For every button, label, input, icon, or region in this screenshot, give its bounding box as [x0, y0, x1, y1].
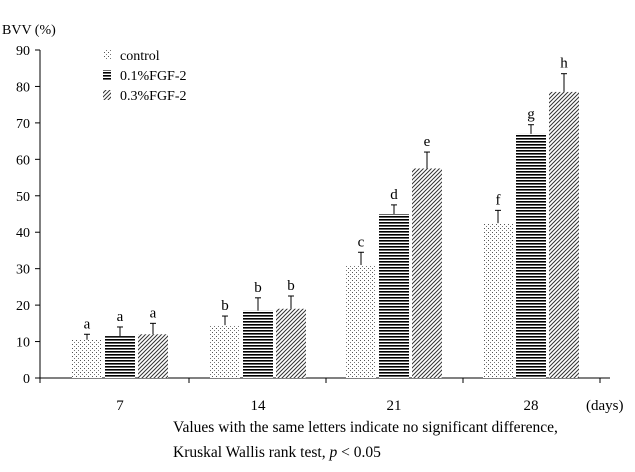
significance-letter: a [117, 309, 124, 325]
significance-letter: a [150, 305, 157, 321]
significance-letter: d [390, 187, 398, 203]
x-tick-label: 7 [116, 398, 124, 414]
y-tick-label: 0 [23, 372, 30, 387]
legend-label: 0.3%FGF-2 [120, 89, 187, 104]
y-tick-label: 70 [16, 117, 30, 132]
x-tick-label: 21 [387, 398, 402, 414]
y-tick-label: 60 [16, 153, 30, 168]
significance-letter: b [287, 278, 295, 294]
x-tick-label: 14 [251, 398, 267, 414]
bar-control-21 [346, 265, 376, 378]
significance-letter: c [358, 234, 365, 250]
bar-control-28 [483, 223, 513, 378]
bar-control-14 [210, 325, 240, 378]
bar-0.1%FGF-2-14 [243, 310, 273, 378]
significance-letter: b [221, 298, 229, 314]
legend-swatch-0.3%FGF-2 [103, 90, 111, 100]
y-tick-label: 50 [16, 190, 30, 205]
bar-0.1%FGF-2-28 [516, 133, 546, 378]
footnote-line-2: Kruskal Wallis rank test, p < 0.05 [173, 444, 381, 462]
bar-0.3%FGF-2-14 [276, 308, 306, 378]
y-tick-label: 30 [16, 263, 30, 278]
legend-label: 0.1%FGF-2 [120, 69, 187, 84]
legend-label: control [120, 49, 160, 64]
footnote-line-1: Values with the same letters indicate no… [173, 419, 558, 436]
y-axis-unit-label: BVV (%) [2, 23, 56, 38]
footnote-threshold-text: < 0.05 [337, 444, 381, 461]
y-tick-label: 20 [16, 299, 30, 314]
legend-swatch-control [103, 50, 111, 60]
bar-0.1%FGF-2-7 [105, 336, 135, 378]
bar-0.3%FGF-2-21 [412, 168, 442, 378]
significance-letter: f [496, 192, 501, 208]
significance-letter: e [424, 134, 431, 150]
bar-control-7 [72, 339, 102, 378]
y-tick-label: 90 [16, 44, 30, 59]
bar-0.1%FGF-2-21 [379, 214, 409, 378]
bar-0.3%FGF-2-28 [549, 91, 579, 379]
legend-swatch-0.1%FGF-2 [103, 70, 111, 80]
footnote-p-symbol: p [329, 444, 338, 461]
significance-letter: h [560, 56, 568, 72]
x-tick-label: 28 [524, 398, 539, 414]
significance-letter: g [527, 107, 535, 123]
y-tick-label: 80 [16, 80, 30, 95]
bar-0.3%FGF-2-7 [138, 334, 168, 378]
significance-letter: b [254, 280, 262, 296]
significance-letter: a [84, 316, 91, 332]
footnote-test-text: Kruskal Wallis rank test, [173, 444, 330, 461]
y-tick-label: 40 [16, 226, 30, 241]
y-tick-label: 10 [16, 336, 30, 351]
x-axis-unit-label: (days) [586, 398, 624, 414]
